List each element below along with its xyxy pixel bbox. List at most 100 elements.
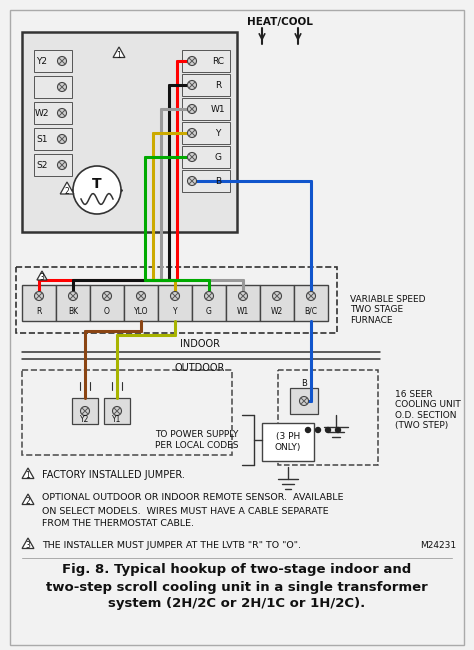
Bar [182, 50, 230, 72]
Text: (3 PH
ONLY): (3 PH ONLY) [275, 432, 301, 452]
Bar [226, 285, 260, 321]
Text: 3: 3 [26, 541, 30, 551]
Circle shape [204, 291, 213, 300]
Bar [290, 388, 318, 414]
Text: R: R [215, 81, 221, 90]
Bar [34, 50, 72, 72]
Text: 16 SEER
COOLING UNIT
O.D. SECTION
(TWO STEP): 16 SEER COOLING UNIT O.D. SECTION (TWO S… [395, 390, 461, 430]
Text: B: B [301, 378, 307, 387]
Circle shape [188, 81, 197, 90]
Text: Y: Y [215, 129, 221, 138]
Circle shape [35, 291, 44, 300]
Bar [182, 170, 230, 192]
Text: YLO: YLO [134, 307, 148, 315]
Polygon shape [37, 271, 47, 280]
Circle shape [273, 291, 282, 300]
Bar [90, 285, 124, 321]
Circle shape [326, 428, 330, 432]
Bar [260, 285, 294, 321]
Bar [182, 122, 230, 144]
Text: M24231: M24231 [420, 541, 456, 549]
Text: 1: 1 [26, 471, 30, 480]
Bar [294, 285, 328, 321]
Bar [182, 74, 230, 96]
Circle shape [137, 291, 146, 300]
Bar [182, 146, 230, 168]
Text: BK: BK [68, 307, 78, 315]
Text: VARIABLE SPEED
TWO STAGE
FURNACE: VARIABLE SPEED TWO STAGE FURNACE [350, 295, 426, 325]
Circle shape [102, 291, 111, 300]
Bar [34, 154, 72, 176]
Circle shape [336, 428, 340, 432]
Circle shape [57, 135, 66, 144]
Circle shape [238, 291, 247, 300]
Circle shape [171, 291, 180, 300]
Bar [124, 285, 158, 321]
Text: W2: W2 [35, 109, 49, 118]
Bar [56, 285, 90, 321]
Text: W1: W1 [237, 307, 249, 315]
Bar [182, 98, 230, 120]
Text: 2: 2 [26, 497, 30, 506]
Bar [34, 128, 72, 150]
Circle shape [112, 406, 121, 415]
Text: TO POWER SUPPLY
PER LOCAL CODES: TO POWER SUPPLY PER LOCAL CODES [155, 430, 239, 450]
Text: S2: S2 [36, 161, 48, 170]
Text: O: O [104, 307, 110, 315]
Bar [104, 398, 130, 424]
Bar [22, 32, 237, 232]
Text: HEAT/COOL: HEAT/COOL [247, 17, 313, 27]
Text: INDOOR: INDOOR [180, 339, 220, 349]
Text: ON SELECT MODELS.  WIRES MUST HAVE A CABLE SEPARATE: ON SELECT MODELS. WIRES MUST HAVE A CABL… [42, 506, 328, 515]
Text: 2: 2 [64, 187, 69, 196]
Bar [72, 398, 98, 424]
Bar [22, 285, 56, 321]
Text: T: T [92, 177, 102, 191]
Circle shape [188, 105, 197, 114]
Text: Y: Y [173, 307, 177, 315]
Text: Y1: Y1 [112, 415, 122, 424]
Polygon shape [22, 538, 34, 549]
Circle shape [81, 406, 90, 415]
Circle shape [57, 109, 66, 118]
Text: two-step scroll cooling unit in a single transformer: two-step scroll cooling unit in a single… [46, 580, 428, 593]
Polygon shape [60, 182, 74, 194]
Circle shape [300, 396, 309, 406]
Circle shape [307, 291, 316, 300]
Bar [158, 285, 192, 321]
Text: R: R [36, 307, 42, 315]
Text: 1: 1 [117, 51, 121, 60]
Circle shape [316, 428, 320, 432]
Text: OUTDOOR: OUTDOOR [175, 363, 225, 373]
Bar [278, 370, 378, 465]
Text: Fig. 8. Typical hookup of two-stage indoor and: Fig. 8. Typical hookup of two-stage indo… [63, 564, 411, 577]
Polygon shape [22, 494, 34, 504]
Circle shape [57, 161, 66, 170]
Bar [34, 76, 72, 98]
Circle shape [306, 428, 310, 432]
Text: RC: RC [212, 57, 224, 66]
Text: system (2H/2C or 2H/1C or 1H/2C).: system (2H/2C or 2H/1C or 1H/2C). [109, 597, 365, 610]
Circle shape [73, 166, 121, 214]
Text: S1: S1 [36, 135, 48, 144]
Text: FACTORY INSTALLED JUMPER.: FACTORY INSTALLED JUMPER. [42, 470, 185, 480]
Bar [16, 267, 337, 333]
Bar [262, 423, 314, 461]
Polygon shape [113, 47, 125, 57]
Polygon shape [22, 468, 34, 478]
Circle shape [57, 83, 66, 92]
Circle shape [57, 57, 66, 66]
Text: W1: W1 [210, 105, 225, 114]
Circle shape [188, 57, 197, 66]
Text: G: G [215, 153, 221, 161]
Circle shape [69, 291, 78, 300]
Text: B: B [215, 177, 221, 185]
Text: G: G [206, 307, 212, 315]
Text: OPTIONAL OUTDOOR OR INDOOR REMOTE SENSOR.  AVAILABLE: OPTIONAL OUTDOOR OR INDOOR REMOTE SENSOR… [42, 493, 344, 502]
Text: FROM THE THERMOSTAT CABLE.: FROM THE THERMOSTAT CABLE. [42, 519, 194, 528]
Text: Y2: Y2 [36, 57, 47, 66]
Text: B/C: B/C [304, 307, 318, 315]
Text: 3: 3 [39, 274, 45, 283]
Text: Y2: Y2 [80, 415, 90, 424]
Text: THE INSTALLER MUST JUMPER AT THE LVTB "R" TO "O".: THE INSTALLER MUST JUMPER AT THE LVTB "R… [42, 541, 301, 549]
